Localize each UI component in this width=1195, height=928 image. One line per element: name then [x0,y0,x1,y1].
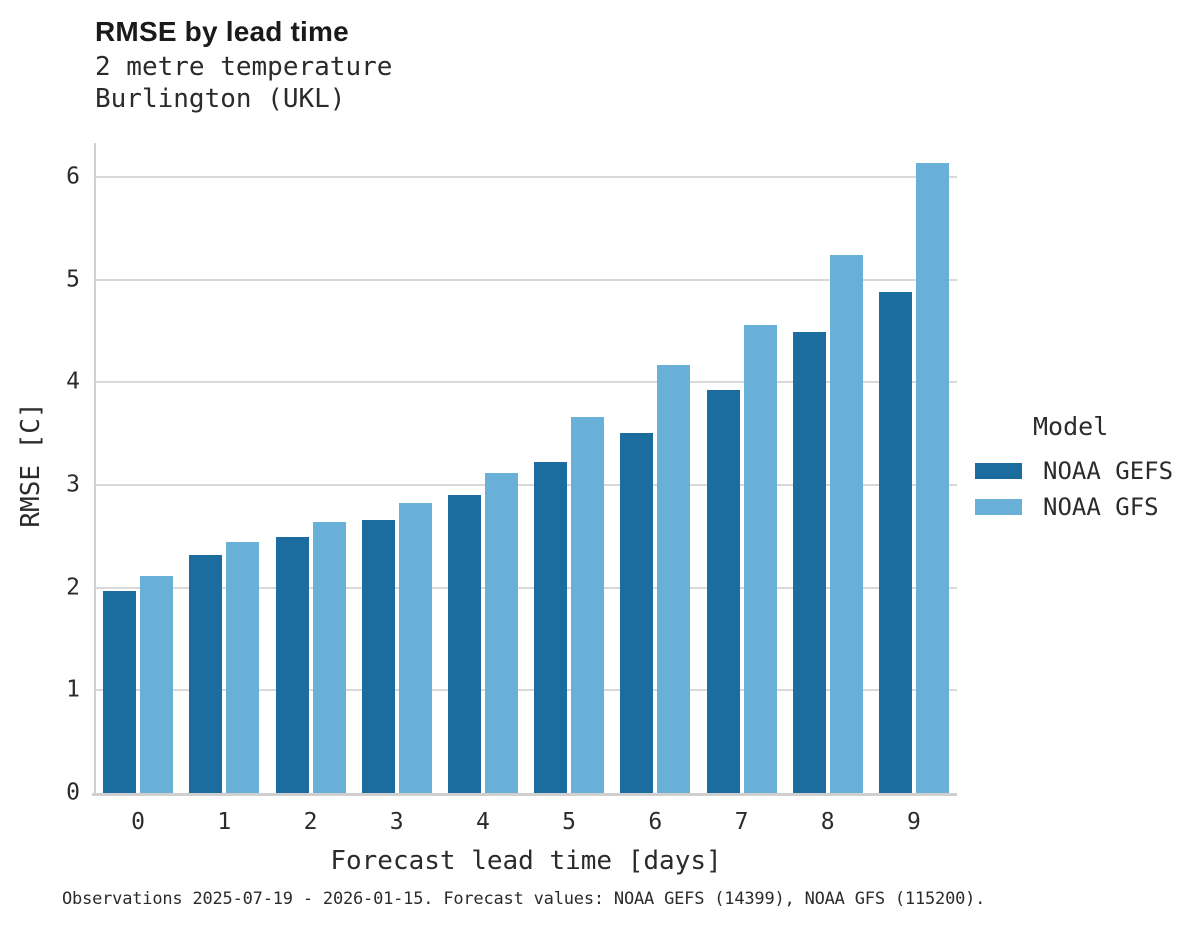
y-tick-label-3: 3 [66,471,80,498]
legend-item-gfs: NOAA GFS [975,489,1173,525]
bar-gfs-lead-2 [312,521,346,793]
bar-gefs-lead-8 [792,331,826,793]
x-axis-label: Forecast lead time [days] [330,846,722,876]
x-tick-label-1: 1 [217,809,232,835]
x-tick-label-9: 9 [906,809,921,835]
x-tick-label-6: 6 [648,809,663,835]
bar-gfs-lead-1 [226,542,260,793]
legend-label-gefs: NOAA GEFS [1043,457,1174,485]
x-tick-label-8: 8 [820,809,835,835]
gridline-y-5 [95,278,957,281]
legend: Model NOAA GEFS NOAA GFS [975,412,1173,525]
chart-subtitle: 2 metre temperature Burlington (UKL) [95,51,392,115]
bar-gefs-lead-2 [275,537,309,793]
bar-gfs-lead-5 [571,417,605,793]
x-tick-label-5: 5 [562,809,577,835]
chart-subtitle-line-1: 2 metre temperature [95,52,393,82]
bar-gfs-lead-6 [657,364,691,793]
gridline-y-1 [95,689,957,692]
bar-gefs-lead-4 [447,495,481,793]
x-tick-label-2: 2 [303,809,318,835]
legend-title: Model [1033,412,1109,441]
bar-gfs-lead-4 [484,472,518,793]
x-tick-label-7: 7 [734,809,749,835]
bar-gfs-lead-7 [743,324,777,793]
bar-gefs-lead-0 [103,590,137,793]
gridline-y-4 [95,381,957,384]
chart-title: RMSE by lead time [95,16,349,47]
y-tick-label-6: 6 [66,163,80,190]
x-tick-label-0: 0 [131,809,146,835]
footer-note: Observations 2025-07-19 - 2026-01-15. Fo… [62,889,986,909]
legend-swatch-gefs-icon [975,463,1022,479]
y-axis-label: RMSE [C] [16,402,46,528]
bar-gefs-lead-3 [361,519,395,793]
x-tick-label-4: 4 [475,809,490,835]
y-tick-label-2: 2 [66,574,80,601]
gridline-y-3 [95,483,957,486]
gridline-y-2 [95,586,957,589]
bar-gefs-lead-6 [620,432,654,793]
y-tick-label-5: 5 [66,266,80,293]
plot-area [92,143,957,796]
y-axis-line [94,143,96,793]
y-tick-label-4: 4 [66,368,80,395]
bar-gfs-lead-0 [140,576,174,793]
x-tick-label-3: 3 [389,809,404,835]
y-tick-label-1: 1 [66,676,80,703]
gridline-y-6 [95,175,957,178]
y-tick-label-0: 0 [66,779,80,806]
bar-gfs-lead-8 [829,254,863,793]
bar-gfs-lead-9 [915,162,949,793]
legend-swatch-gfs-icon [975,499,1022,515]
bar-gefs-lead-9 [878,291,912,793]
bar-gefs-lead-1 [189,554,223,793]
bar-gfs-lead-3 [398,503,432,793]
legend-item-gefs: NOAA GEFS [975,453,1173,489]
chart-subtitle-line-2: Burlington (UKL) [95,84,346,114]
legend-label-gfs: NOAA GFS [1043,493,1159,521]
bar-gefs-lead-5 [534,462,568,793]
x-axis-line [92,793,957,796]
bar-gefs-lead-7 [706,390,740,793]
